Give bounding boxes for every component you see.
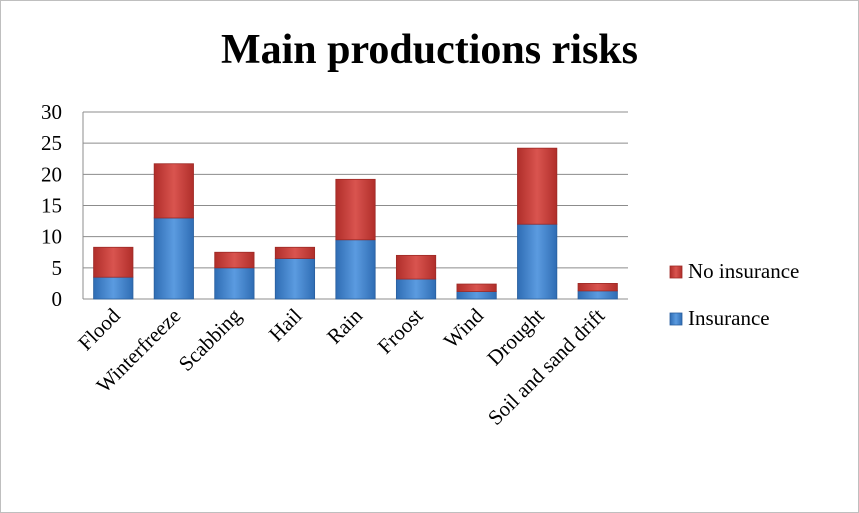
legend-label: No insurance <box>688 259 799 283</box>
legend-label: Insurance <box>688 306 770 330</box>
x-category-label: Rain <box>322 303 367 348</box>
y-tick-label: 30 <box>41 100 62 124</box>
bar-no-insurance <box>517 147 558 225</box>
bar-insurance <box>153 217 194 300</box>
bar-no-insurance <box>153 163 194 219</box>
y-tick-label: 25 <box>41 131 62 155</box>
bar-insurance <box>517 223 558 300</box>
bar-no-insurance <box>577 283 618 292</box>
bar-insurance <box>214 267 255 300</box>
bar-insurance <box>456 291 497 300</box>
x-category-label: Wind <box>439 303 489 353</box>
bar-insurance <box>93 276 134 300</box>
y-tick-label: 15 <box>41 194 62 218</box>
chart-title: Main productions risks <box>221 27 638 73</box>
bar-no-insurance <box>274 246 316 259</box>
bar-no-insurance <box>335 178 376 241</box>
y-tick-label: 5 <box>52 256 63 280</box>
x-category-label: Scabbing <box>174 303 247 376</box>
bar-no-insurance <box>456 283 497 292</box>
x-category-label: Froost <box>373 303 428 358</box>
bar-insurance <box>335 239 376 300</box>
legend-swatch <box>669 312 683 326</box>
y-tick-label: 0 <box>52 287 63 311</box>
y-tick-label: 20 <box>41 162 62 186</box>
x-category-label: Flood <box>73 303 125 355</box>
x-category-label: Hail <box>264 303 307 346</box>
legend-swatch <box>669 265 683 279</box>
bar-insurance <box>395 278 437 300</box>
bar-insurance <box>274 258 316 300</box>
bar-no-insurance <box>93 246 134 278</box>
bar-no-insurance <box>214 251 255 269</box>
bar-no-insurance <box>395 254 437 280</box>
bar-insurance <box>577 290 618 300</box>
y-tick-label: 10 <box>41 225 62 249</box>
